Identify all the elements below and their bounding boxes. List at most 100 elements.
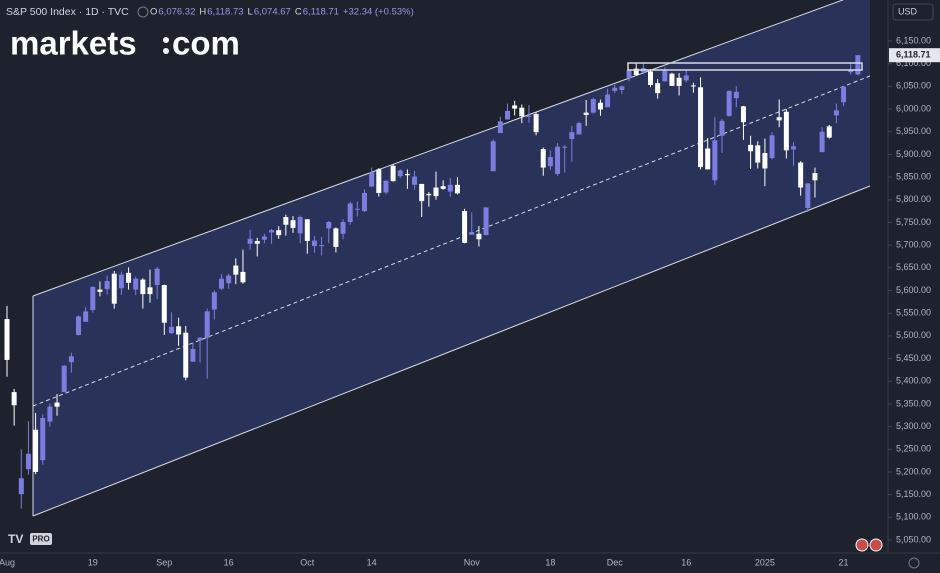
ohlc-value: 6,074.67 (254, 7, 291, 18)
candle-body (176, 326, 182, 335)
candle-body (68, 356, 74, 363)
candle-body (690, 85, 696, 87)
candle-body (404, 173, 410, 176)
candle-body (333, 228, 339, 247)
y-tick-label: 5,850.00 (896, 171, 931, 181)
candle-body (698, 87, 704, 168)
candle-body (483, 207, 489, 236)
currency-button[interactable] (892, 3, 934, 21)
eye-icon[interactable] (137, 6, 149, 18)
ohlc-change: +32.34 (+0.53%) (343, 7, 414, 18)
candle-body (462, 211, 468, 243)
candle-body (319, 245, 325, 247)
candle-body (419, 183, 425, 202)
candle-body (233, 265, 239, 275)
candle-body (812, 173, 818, 181)
candle-body (183, 332, 189, 378)
y-tick-label: 5,200.00 (896, 466, 931, 476)
candle-body (798, 162, 804, 188)
candle-body (633, 68, 639, 76)
candle-body (261, 236, 267, 240)
symbol-title: S&P 500 Index · 1D · TVC (6, 6, 129, 18)
x-tick-label: Sep (156, 557, 172, 567)
candle-body (376, 169, 382, 193)
y-tick-label: 5,300.00 (896, 421, 931, 431)
candle-body (562, 146, 568, 148)
channel-upper (32, 0, 845, 297)
logo-dot (163, 48, 169, 54)
candle-body (354, 208, 360, 210)
settings-icon[interactable] (908, 557, 920, 569)
candle-body (833, 110, 839, 116)
logo-left: markets (10, 25, 137, 62)
channel-lower (32, 185, 871, 517)
candle-body (362, 192, 367, 212)
y-tick-label: 5,650.00 (896, 262, 931, 272)
candle-body (204, 311, 210, 338)
x-tick-label: Dec (607, 557, 624, 567)
x-tick-label: 19 (88, 557, 98, 567)
ohlc-value: 6,118.73 (207, 7, 243, 18)
y-tick-label: 5,250.00 (896, 444, 931, 454)
candle-body (576, 123, 582, 135)
candle-body (605, 94, 611, 108)
y-tick-label: 5,400.00 (896, 376, 931, 386)
candle-body (526, 115, 532, 117)
candle-body (219, 278, 224, 289)
candle-body (740, 106, 746, 123)
candle-body (497, 121, 503, 134)
candle-body (655, 83, 661, 94)
candle-body (133, 278, 139, 290)
x-tick-label: 14 (367, 557, 377, 567)
logo-dot (163, 37, 169, 43)
ohlc-key: H (199, 7, 206, 18)
candle-body (791, 146, 796, 150)
candle-body (61, 365, 67, 393)
candle-body (47, 406, 53, 422)
candle-body (762, 153, 768, 169)
candle-body (283, 217, 289, 225)
y-tick-label: 6,150.00 (896, 35, 931, 45)
candle-body (776, 117, 782, 121)
candle-body (311, 240, 317, 247)
candle-body (712, 140, 718, 181)
candle-body (540, 148, 546, 168)
candle-body (505, 110, 510, 120)
badge-bg (30, 533, 52, 545)
resistance-box (627, 62, 863, 71)
candle-body (490, 141, 496, 172)
ohlc-value: 6,076.32 (158, 7, 195, 18)
y-tick-label: 5,700.00 (896, 240, 931, 250)
candle-body (819, 131, 825, 153)
candle-body (240, 271, 246, 283)
ohlc-key: C (295, 7, 302, 18)
ohlc-key: O (150, 7, 157, 18)
ohlc-legend: O 6,076.32 H 6,118.73 L 6,074.67 C 6,118.71 +32.… (150, 7, 414, 18)
candle-body (748, 144, 754, 152)
x-tick-label: Oct (300, 557, 315, 567)
flag-icon[interactable] (855, 538, 869, 552)
y-tick-label: 5,350.00 (896, 398, 931, 408)
candle-body (547, 157, 553, 167)
candle-body (662, 70, 668, 82)
currency-label[interactable]: USD (898, 6, 918, 16)
candle-body (476, 233, 482, 240)
candle-body (533, 114, 539, 133)
candle-body (54, 402, 60, 407)
candle-body (726, 90, 732, 116)
ohlc-value: 6,118.71 (303, 7, 339, 18)
candle-body (669, 73, 675, 86)
candle-body (626, 70, 632, 78)
x-tick-label: 16 (224, 557, 234, 567)
candle-body (226, 275, 232, 284)
candle-body (733, 91, 739, 99)
flag-icon[interactable] (869, 538, 883, 552)
candle-body (841, 86, 847, 103)
x-tick-label: 21 (839, 557, 849, 567)
candle-body (254, 241, 260, 244)
candle-body (190, 349, 196, 362)
candle-body (583, 112, 589, 115)
candle-body (519, 107, 525, 117)
candle-body (855, 55, 861, 75)
candle-body (512, 105, 518, 109)
